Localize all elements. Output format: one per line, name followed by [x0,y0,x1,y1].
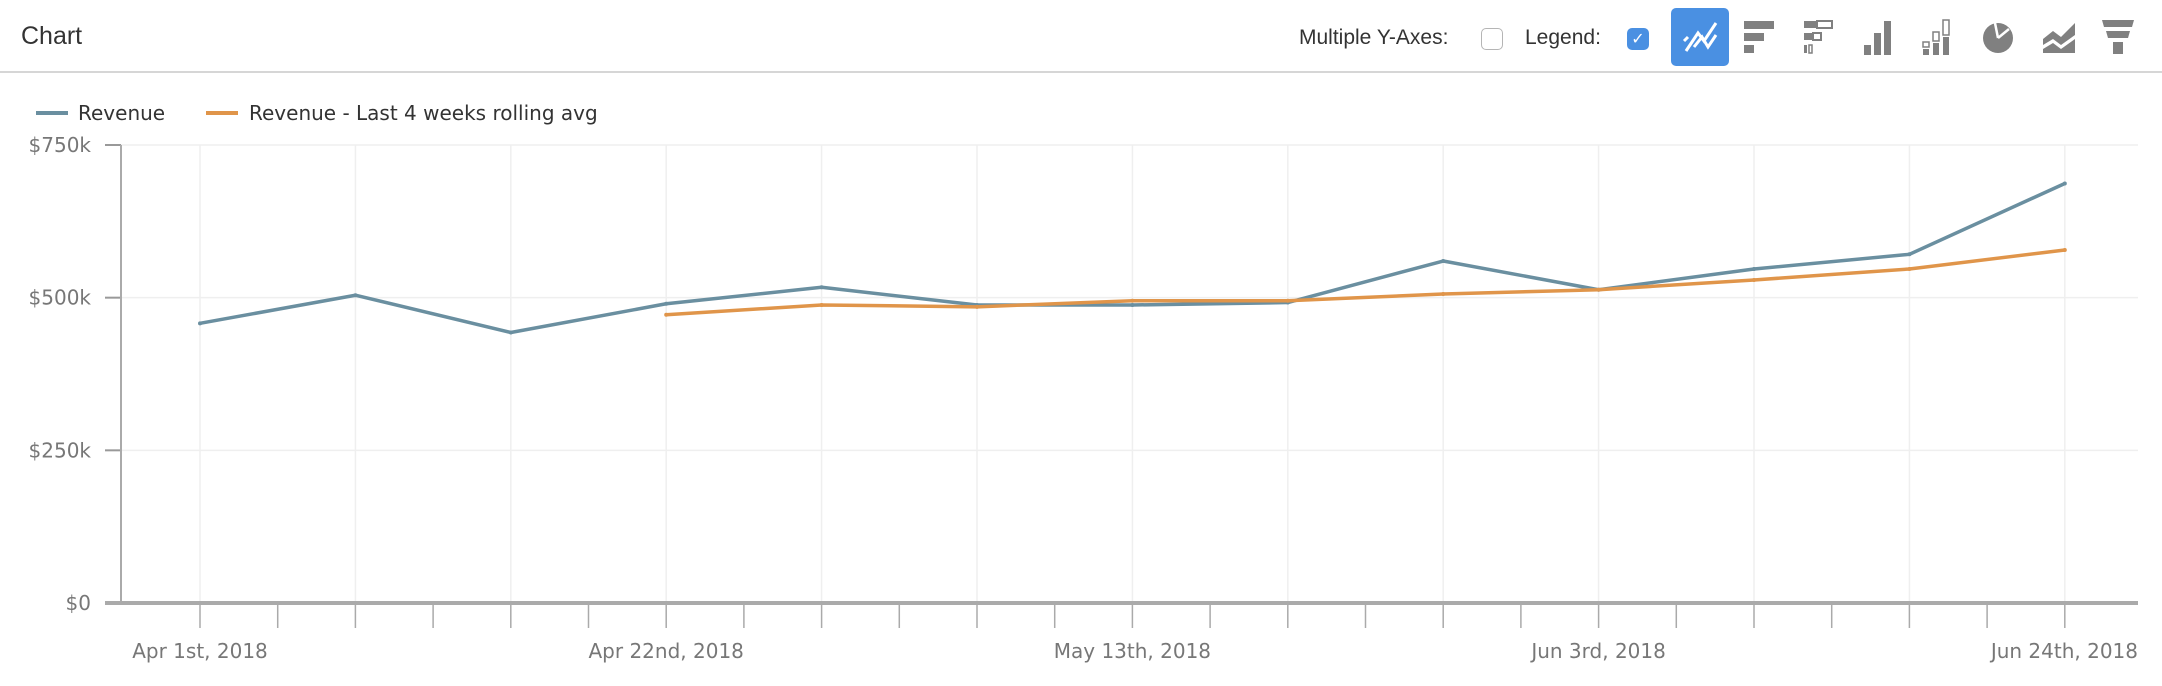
y-tick-label: $250k [29,438,92,462]
data-point [1130,302,1135,307]
data-point [353,293,358,298]
x-tick-label: Jun 24th, 2018 [1989,639,2138,663]
multiple-y-axes-label: Multiple Y-Axes: [1299,26,1449,49]
pie-chart-icon [1983,22,2013,53]
multiple-y-axes-checkbox[interactable] [1481,28,1503,50]
axes: $0 $250k $500k $750k Apr 1st, 2018 Apr 22nd, … [29,133,2138,663]
y-tick-label: $0 [66,591,91,615]
data-point [1907,252,1912,257]
x-tick-label: Apr 22nd, 2018 [589,639,744,663]
data-point [819,285,824,290]
legend-checkbox[interactable]: ✓ [1627,28,1649,50]
bar-vertical-grouped-button[interactable] [1908,8,1966,66]
series-line-rolling-avg [666,248,2066,317]
data-point [819,302,824,307]
bar-vertical-button[interactable] [1849,8,1907,66]
data-point [198,321,202,326]
bar-horizontal-grouped-button[interactable] [1789,8,1847,66]
y-tick-label: $500k [29,286,92,310]
data-point [664,301,669,306]
legend-item-revenue[interactable]: Revenue [36,101,165,125]
data-point [1285,298,1290,303]
legend: Revenue Revenue - Last 4 weeks rolling a… [36,101,598,125]
grid [121,144,2138,603]
legend-item-rolling-avg[interactable]: Revenue - Last 4 weeks rolling avg [206,101,598,125]
bar-vertical-icon [1864,21,1891,55]
series [198,181,2067,335]
funnel-chart-icon [2102,20,2134,54]
pie-chart-button[interactable] [1969,8,2027,66]
x-tick-label: May 13th, 2018 [1054,639,1211,663]
data-point [1130,298,1135,303]
x-tick-label: Apr 1st, 2018 [132,639,268,663]
chart-header: Chart Multiple Y-Axes: Legend: ✓ [0,0,2162,73]
line-chart: Revenue Revenue - Last 4 weeks rolling a… [29,101,2138,663]
chart-title: Chart [21,22,83,50]
data-point [508,330,513,335]
line-chart-icon [1682,22,1718,52]
data-point [1752,277,1756,282]
area-chart-button[interactable] [2030,8,2088,66]
bar-horizontal-icon [1744,21,1774,53]
data-point [1752,266,1756,271]
data-point [975,304,979,309]
x-tick-label: Jun 3rd, 2018 [1529,639,1666,663]
bar-vertical-grouped-icon [1922,19,1950,55]
data-point [1441,292,1446,297]
bar-horizontal-grouped-icon [1804,20,1833,54]
line-chart-button[interactable] [1671,8,1729,66]
y-tick-label: $750k [29,133,92,157]
area-chart-icon [2043,23,2075,53]
bar-horizontal-button[interactable] [1729,8,1787,66]
legend-label: Legend: [1525,26,1601,49]
data-point [664,312,669,317]
data-point [2062,248,2067,253]
funnel-chart-button[interactable] [2089,8,2147,66]
legend-label-revenue: Revenue [78,101,165,125]
data-point [1441,259,1446,264]
data-point [2062,181,2067,186]
legend-label-rolling-avg: Revenue - Last 4 weeks rolling avg [249,101,598,125]
data-point [1907,266,1912,271]
data-point [1596,287,1601,292]
